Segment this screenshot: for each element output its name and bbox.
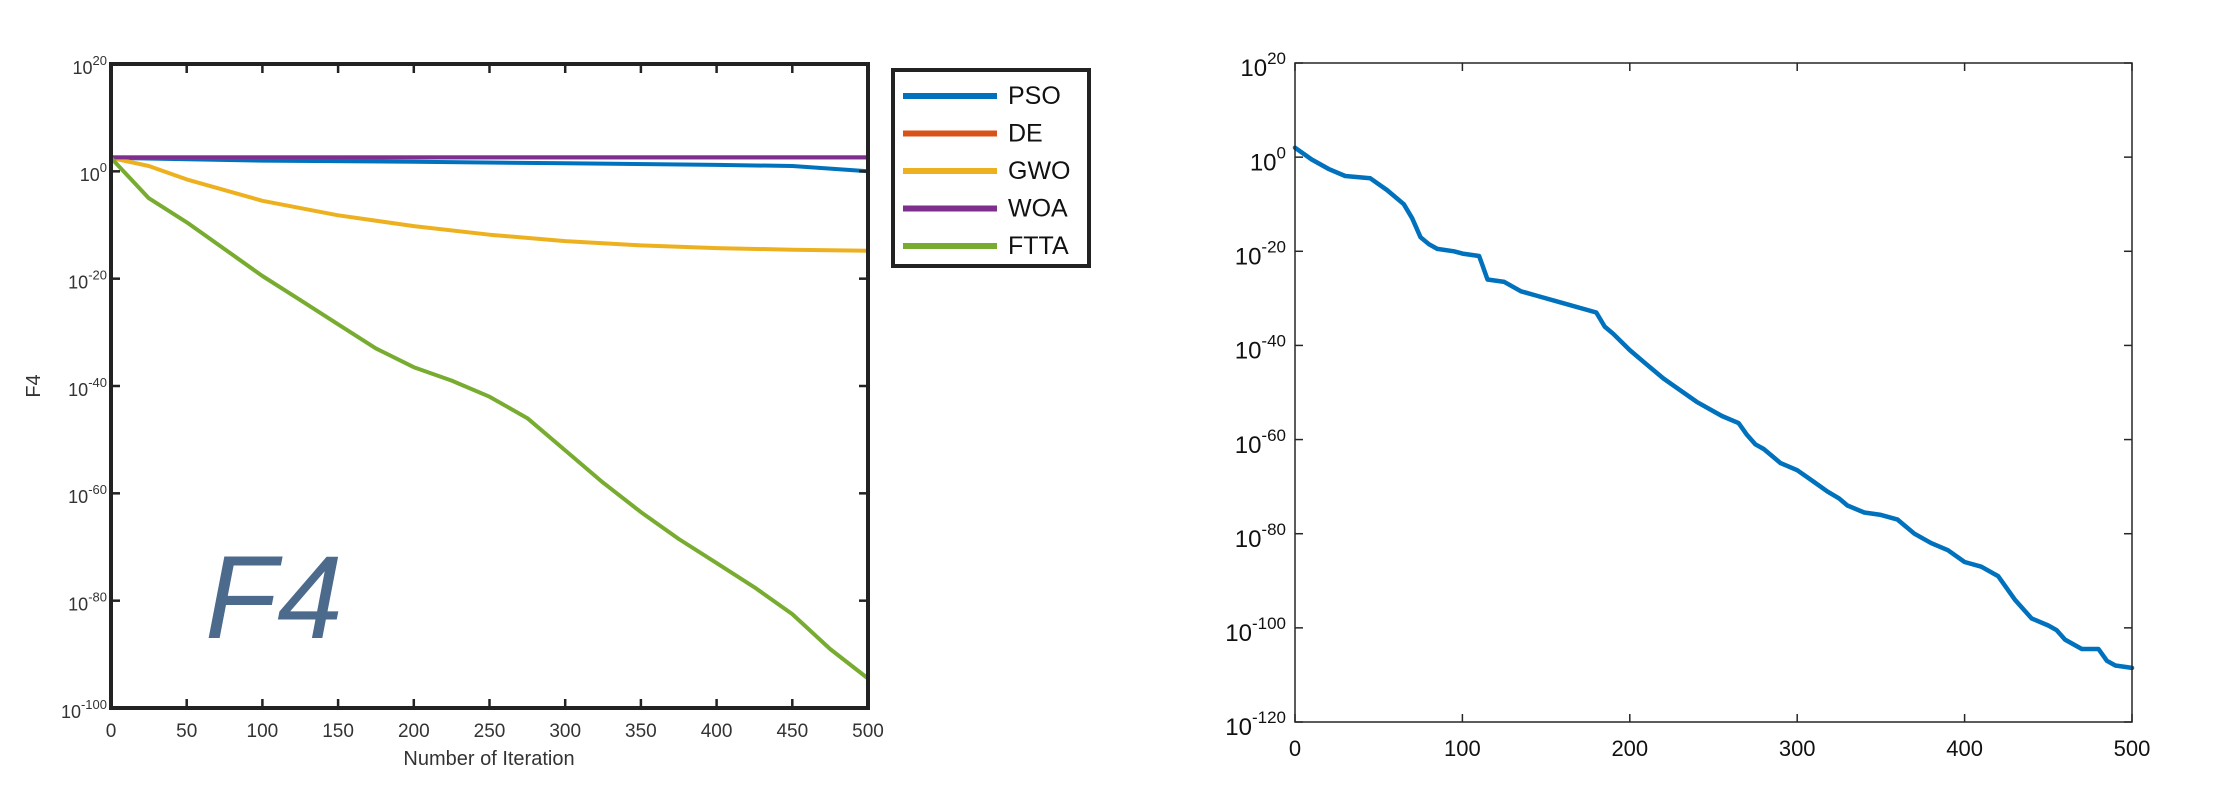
y-tick-exponent: -120 [1252, 708, 1286, 727]
y-tick-label: 10-80 [1235, 520, 1286, 553]
x-tick-label: 500 [852, 721, 884, 742]
y-tick-base: 10 [61, 702, 81, 722]
y-tick-label: 10-40 [1235, 332, 1286, 365]
chart2-plot-area [1295, 63, 2132, 722]
legend-label-de: DE [1008, 120, 1043, 148]
chart-f4-comparison: 0 50 100 150 200 250 300 350 400 450 500 102010010… [23, 53, 1091, 770]
x-tick-label: 150 [322, 721, 354, 742]
legend-items: PSO DE GWO WOA FTTA [903, 82, 1071, 260]
x-tick-label: 0 [106, 721, 117, 742]
y-tick-base: 10 [1235, 243, 1262, 270]
y-tick-label: 10-20 [1235, 237, 1286, 270]
x-tick-label: 0 [1289, 736, 1301, 761]
x-tick-label: 200 [1611, 736, 1648, 761]
y-tick-base: 10 [1250, 149, 1277, 176]
y-tick-exponent: -80 [88, 590, 107, 605]
y-tick-exponent: -100 [81, 697, 107, 712]
y-tick-exponent: 0 [100, 160, 107, 175]
x-tick-label: 100 [247, 721, 279, 742]
y-tick-label: 10-40 [68, 375, 107, 400]
chart1-x-ticks: 0 50 100 150 200 250 300 350 400 450 500 [106, 64, 884, 742]
x-tick-label: 50 [176, 721, 197, 742]
y-tick-exponent: 20 [1267, 49, 1286, 68]
y-tick-base: 10 [1235, 432, 1262, 459]
y-tick-label: 10-20 [68, 268, 107, 293]
y-tick-label: 1020 [1240, 49, 1286, 82]
legend-label-gwo: GWO [1008, 157, 1071, 185]
y-tick-label: 10-60 [1235, 426, 1286, 459]
series-line-gwo [109, 155, 870, 253]
y-tick-base: 10 [68, 273, 88, 293]
y-tick-base: 10 [68, 595, 88, 615]
y-tick-label: 10-60 [68, 482, 107, 507]
series-line-convergence [1292, 145, 2135, 671]
y-tick-label: 100 [80, 160, 107, 185]
y-tick-exponent: -100 [1252, 614, 1286, 633]
x-tick-label: 400 [1946, 736, 1983, 761]
y-tick-exponent: 20 [93, 53, 107, 68]
y-tick-base: 10 [80, 165, 100, 185]
y-tick-exponent: 0 [1277, 143, 1286, 162]
y-tick-exponent: -60 [88, 482, 107, 497]
x-tick-label: 350 [625, 721, 657, 742]
legend-label-pso: PSO [1008, 82, 1061, 110]
y-tick-base: 10 [1235, 526, 1262, 553]
chart1-plot-area [111, 64, 868, 708]
y-tick-label: 10-100 [1225, 614, 1286, 647]
chart1-series-group [109, 155, 870, 681]
x-tick-label: 300 [549, 721, 581, 742]
chart1-legend: PSO DE GWO WOA FTTA [891, 68, 1091, 268]
chart1-y-axis-label: F4 [23, 374, 45, 397]
y-tick-exponent: -20 [1261, 237, 1286, 256]
series-line-ftta [109, 155, 870, 681]
x-tick-label: 400 [701, 721, 733, 742]
x-tick-label: 450 [776, 721, 808, 742]
legend-label-woa: WOA [1008, 195, 1068, 223]
chart2-series-group [1292, 145, 2135, 671]
y-tick-label: 10-100 [61, 697, 107, 722]
x-tick-label: 250 [474, 721, 506, 742]
y-tick-label: 10-80 [68, 590, 107, 615]
chart1-annotation-f4: F4 [205, 532, 343, 664]
y-tick-base: 10 [68, 380, 88, 400]
y-tick-exponent: -60 [1261, 426, 1286, 445]
chart2-axes-box [1294, 62, 2133, 723]
chart1-x-axis-label: Number of Iteration [403, 748, 574, 770]
y-tick-label: 10-120 [1225, 708, 1286, 741]
y-tick-base: 10 [1225, 620, 1252, 647]
x-tick-label: 500 [2114, 736, 2151, 761]
series-line-pso [109, 155, 870, 174]
y-tick-exponent: -40 [88, 375, 107, 390]
x-tick-label: 100 [1444, 736, 1481, 761]
legend-label-ftta: FTTA [1008, 232, 1069, 260]
y-tick-label: 100 [1250, 143, 1286, 176]
y-tick-label: 1020 [73, 53, 108, 78]
chart-convergence-curve: 0 100 200 300 400 500 102010010-2010-4010-601… [1225, 49, 2150, 761]
y-tick-base: 10 [1235, 338, 1262, 365]
y-tick-exponent: -80 [1261, 520, 1286, 539]
x-tick-label: 300 [1779, 736, 1816, 761]
y-tick-base: 10 [73, 58, 93, 78]
y-tick-exponent: -40 [1261, 332, 1286, 351]
y-tick-exponent: -20 [88, 268, 107, 283]
chart2-x-ticks: 0 100 200 300 400 500 [1289, 63, 2150, 761]
y-tick-base: 10 [1240, 55, 1267, 82]
y-tick-base: 10 [68, 487, 88, 507]
y-tick-base: 10 [1225, 714, 1252, 741]
x-tick-label: 200 [398, 721, 430, 742]
